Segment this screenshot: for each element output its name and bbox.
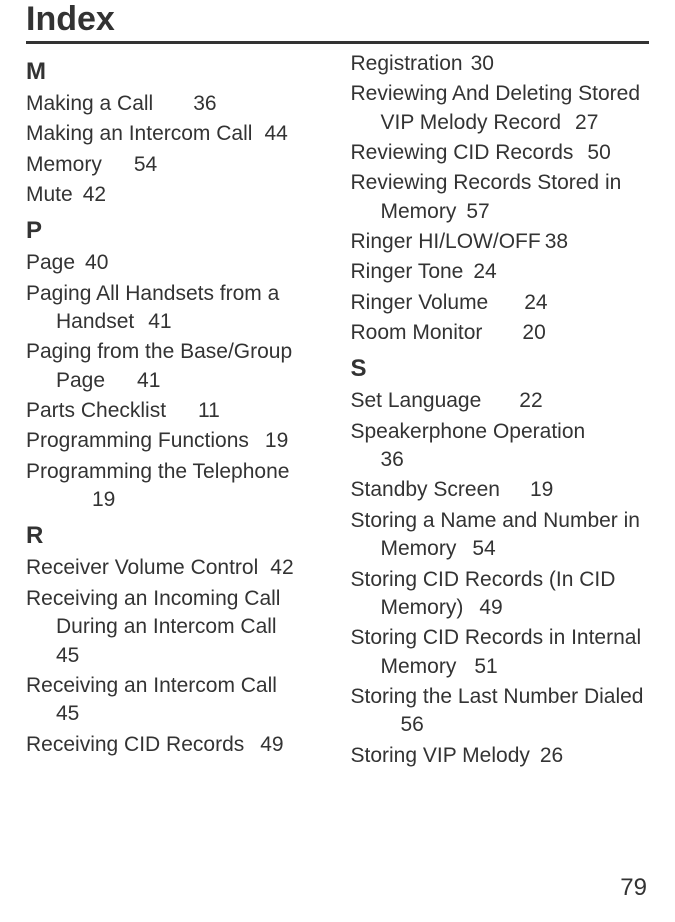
index-entry: Room Monitor 20	[351, 319, 650, 347]
index-entry: Making a Call 36	[26, 90, 325, 118]
entry-page: 26	[540, 744, 563, 767]
entry-page: 49	[260, 733, 283, 756]
entry-text: Programming Functions	[26, 429, 249, 452]
entry-page: 11	[198, 399, 220, 422]
entry-text: Storing VIP Melody	[351, 744, 530, 767]
entry-page: 19	[265, 429, 288, 452]
index-entry: Paging All Handsets from a Handset41	[26, 280, 325, 337]
entry-page: 45	[56, 644, 79, 667]
entry-text: Storing the Last Number Dialed	[351, 685, 644, 708]
index-entry: Paging from the Base/Group Page41	[26, 338, 325, 395]
index-entry: Receiver Volume Control 42	[26, 554, 325, 582]
index-entry: Memory 54	[26, 151, 325, 179]
index-entry: Parts Checklist 11	[26, 397, 325, 425]
entry-text: Standby Screen	[351, 478, 500, 501]
entry-page: 41	[148, 310, 171, 333]
entry-text: Programming the Telephone	[26, 460, 289, 483]
entry-text: Making an Intercom Call	[26, 122, 252, 145]
entry-page: 45	[56, 702, 79, 725]
entry-text: Set Language	[351, 389, 482, 412]
index-entry: Storing the Last Number Dialed 56	[351, 683, 650, 740]
index-entry: Programming the Telephone 19	[26, 458, 325, 515]
entry-text: Page	[26, 251, 75, 274]
section-letter: S	[351, 355, 650, 383]
entry-page: 41	[137, 369, 160, 392]
entry-page: 56	[401, 713, 424, 736]
index-entry: Reviewing And Deleting Stored VIP Melody…	[351, 80, 650, 137]
index-entry: Receiving an Intercom Call 45	[26, 672, 325, 729]
entry-page: 19	[92, 488, 115, 511]
index-entry: Receiving an Incoming Call During an Int…	[26, 585, 325, 670]
entry-page: 54	[472, 537, 495, 560]
index-entry: Receiving CID Records 49	[26, 731, 325, 759]
entry-page: 57	[466, 200, 489, 223]
entry-text: Ringer HI/LOW/OFF	[351, 230, 541, 253]
index-entry: Speakerphone Operation 36	[351, 418, 650, 475]
entry-text: Receiving CID Records	[26, 733, 244, 756]
entry-page: 24	[473, 260, 496, 283]
index-entry: Reviewing CID Records 50	[351, 139, 650, 167]
index-entry: Reviewing Records Stored in Memory57	[351, 169, 650, 226]
entry-text: Room Monitor	[351, 321, 483, 344]
entry-text: Memory	[26, 153, 102, 176]
index-entry: Page 40	[26, 249, 325, 277]
page-title: Index	[26, 0, 649, 44]
index-entry: Storing a Name and Number in Memory54	[351, 507, 650, 564]
entry-page: 36	[193, 92, 216, 115]
entry-page: 20	[522, 321, 545, 344]
entry-text: Reviewing CID Records	[351, 141, 574, 164]
section-letter: R	[26, 522, 325, 550]
index-entry: Ringer Tone 24	[351, 258, 650, 286]
index-content: M Making a Call 36 Making an Intercom Call 4…	[26, 50, 649, 770]
index-entry: Standby Screen 19	[351, 476, 650, 504]
entry-page: 30	[471, 52, 494, 75]
entry-page: 42	[83, 183, 106, 206]
entry-text: Registration	[351, 52, 463, 75]
index-entry: Ringer HI/LOW/OFF38	[351, 228, 650, 256]
entry-page: 54	[134, 153, 157, 176]
index-entry: Storing CID Records (In CID Memory)49	[351, 566, 650, 623]
entry-page: 51	[474, 655, 497, 678]
entry-page: 36	[381, 448, 404, 471]
index-entry: Registration 30	[351, 50, 650, 78]
entry-page: 24	[524, 291, 547, 314]
entry-text: Receiving an Incoming Call During an Int…	[26, 587, 280, 638]
entry-page: 38	[545, 230, 568, 253]
entry-text: Making a Call	[26, 92, 153, 115]
entry-page: 19	[530, 478, 553, 501]
entry-page: 44	[264, 122, 287, 145]
entry-text: Parts Checklist	[26, 399, 166, 422]
entry-text: Ringer Volume	[351, 291, 489, 314]
section-letter: P	[26, 217, 325, 245]
entry-page: 22	[519, 389, 542, 412]
index-entry: Ringer Volume 24	[351, 289, 650, 317]
entry-text: Receiving an Intercom Call	[26, 674, 277, 697]
index-entry: Set Language 22	[351, 387, 650, 415]
entry-text: Receiver Volume Control	[26, 556, 258, 579]
entry-text: Ringer Tone	[351, 260, 464, 283]
index-entry: Storing VIP Melody 26	[351, 742, 650, 770]
index-entry: Storing CID Records in Internal Memory51	[351, 624, 650, 681]
entry-text: Mute	[26, 183, 73, 206]
entry-page: 40	[85, 251, 108, 274]
entry-page: 42	[270, 556, 293, 579]
section-letter: M	[26, 58, 325, 86]
entry-page: 27	[575, 111, 598, 134]
entry-page: 49	[479, 596, 502, 619]
entry-page: 50	[587, 141, 610, 164]
index-entry: Making an Intercom Call 44	[26, 120, 325, 148]
index-entry: Programming Functions 19	[26, 427, 325, 455]
page-number: 79	[620, 874, 647, 902]
entry-text: Speakerphone Operation	[351, 420, 586, 443]
index-entry: Mute 42	[26, 181, 325, 209]
